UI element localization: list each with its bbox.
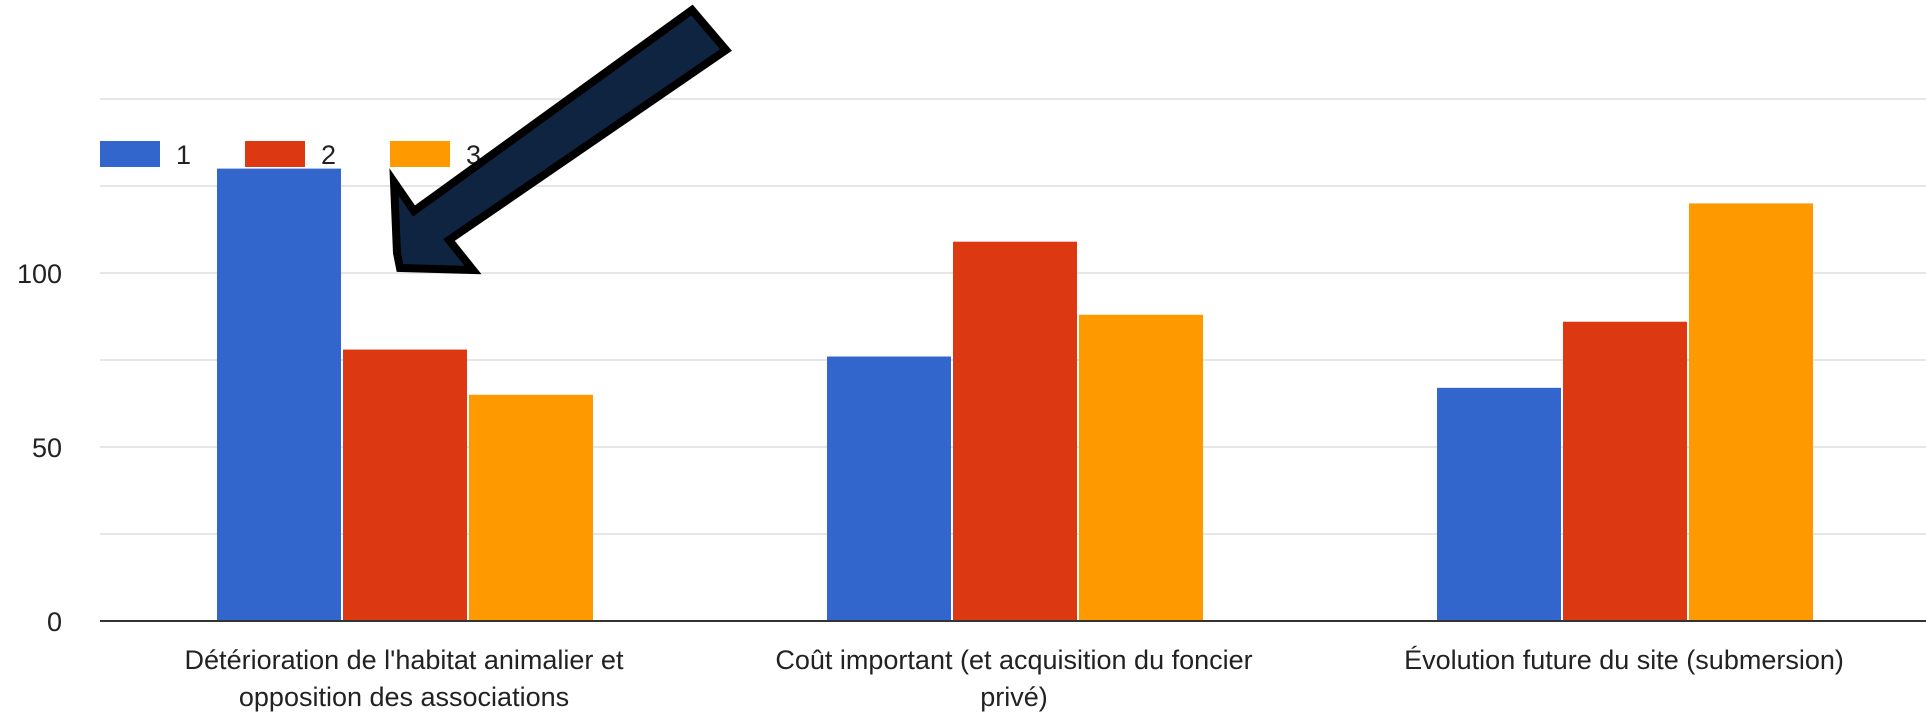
legend-swatch-3 [390, 141, 450, 167]
legend-label-1: 1 [176, 140, 191, 170]
y-tick-label: 0 [47, 607, 62, 637]
annotation-arrow [389, 4, 732, 275]
category-label: Évolution future du site (submersion) [1404, 645, 1844, 675]
category-label: opposition des associations [239, 682, 569, 712]
category-labels: Détérioration de l'habitat animalier et o… [185, 645, 1844, 712]
axes: 0 50 100 [17, 259, 1926, 637]
bar-series-1-cat-3 [1437, 387, 1561, 621]
bar-series-2-cat-2 [953, 241, 1077, 621]
legend-swatch-2 [245, 141, 305, 167]
bar-series-3-cat-1 [469, 394, 593, 621]
category-label: privé) [980, 682, 1048, 712]
legend-swatch-1 [100, 141, 160, 167]
bar-series-2-cat-3 [1563, 321, 1687, 621]
category-label: Coût important (et acquisition du foncie… [775, 645, 1252, 675]
bar-series-2-cat-1 [343, 349, 467, 621]
bar-series-3-cat-3 [1689, 203, 1813, 621]
bar-series-3-cat-2 [1079, 314, 1203, 621]
y-tick-label: 50 [32, 433, 62, 463]
bar-series-1-cat-1 [217, 168, 341, 621]
category-label: Détérioration de l'habitat animalier et [185, 645, 624, 675]
arrow-icon [389, 4, 732, 275]
bars [217, 168, 1813, 621]
legend-label-2: 2 [321, 140, 336, 170]
y-tick-label: 100 [17, 259, 62, 289]
bar-series-1-cat-2 [827, 356, 951, 621]
